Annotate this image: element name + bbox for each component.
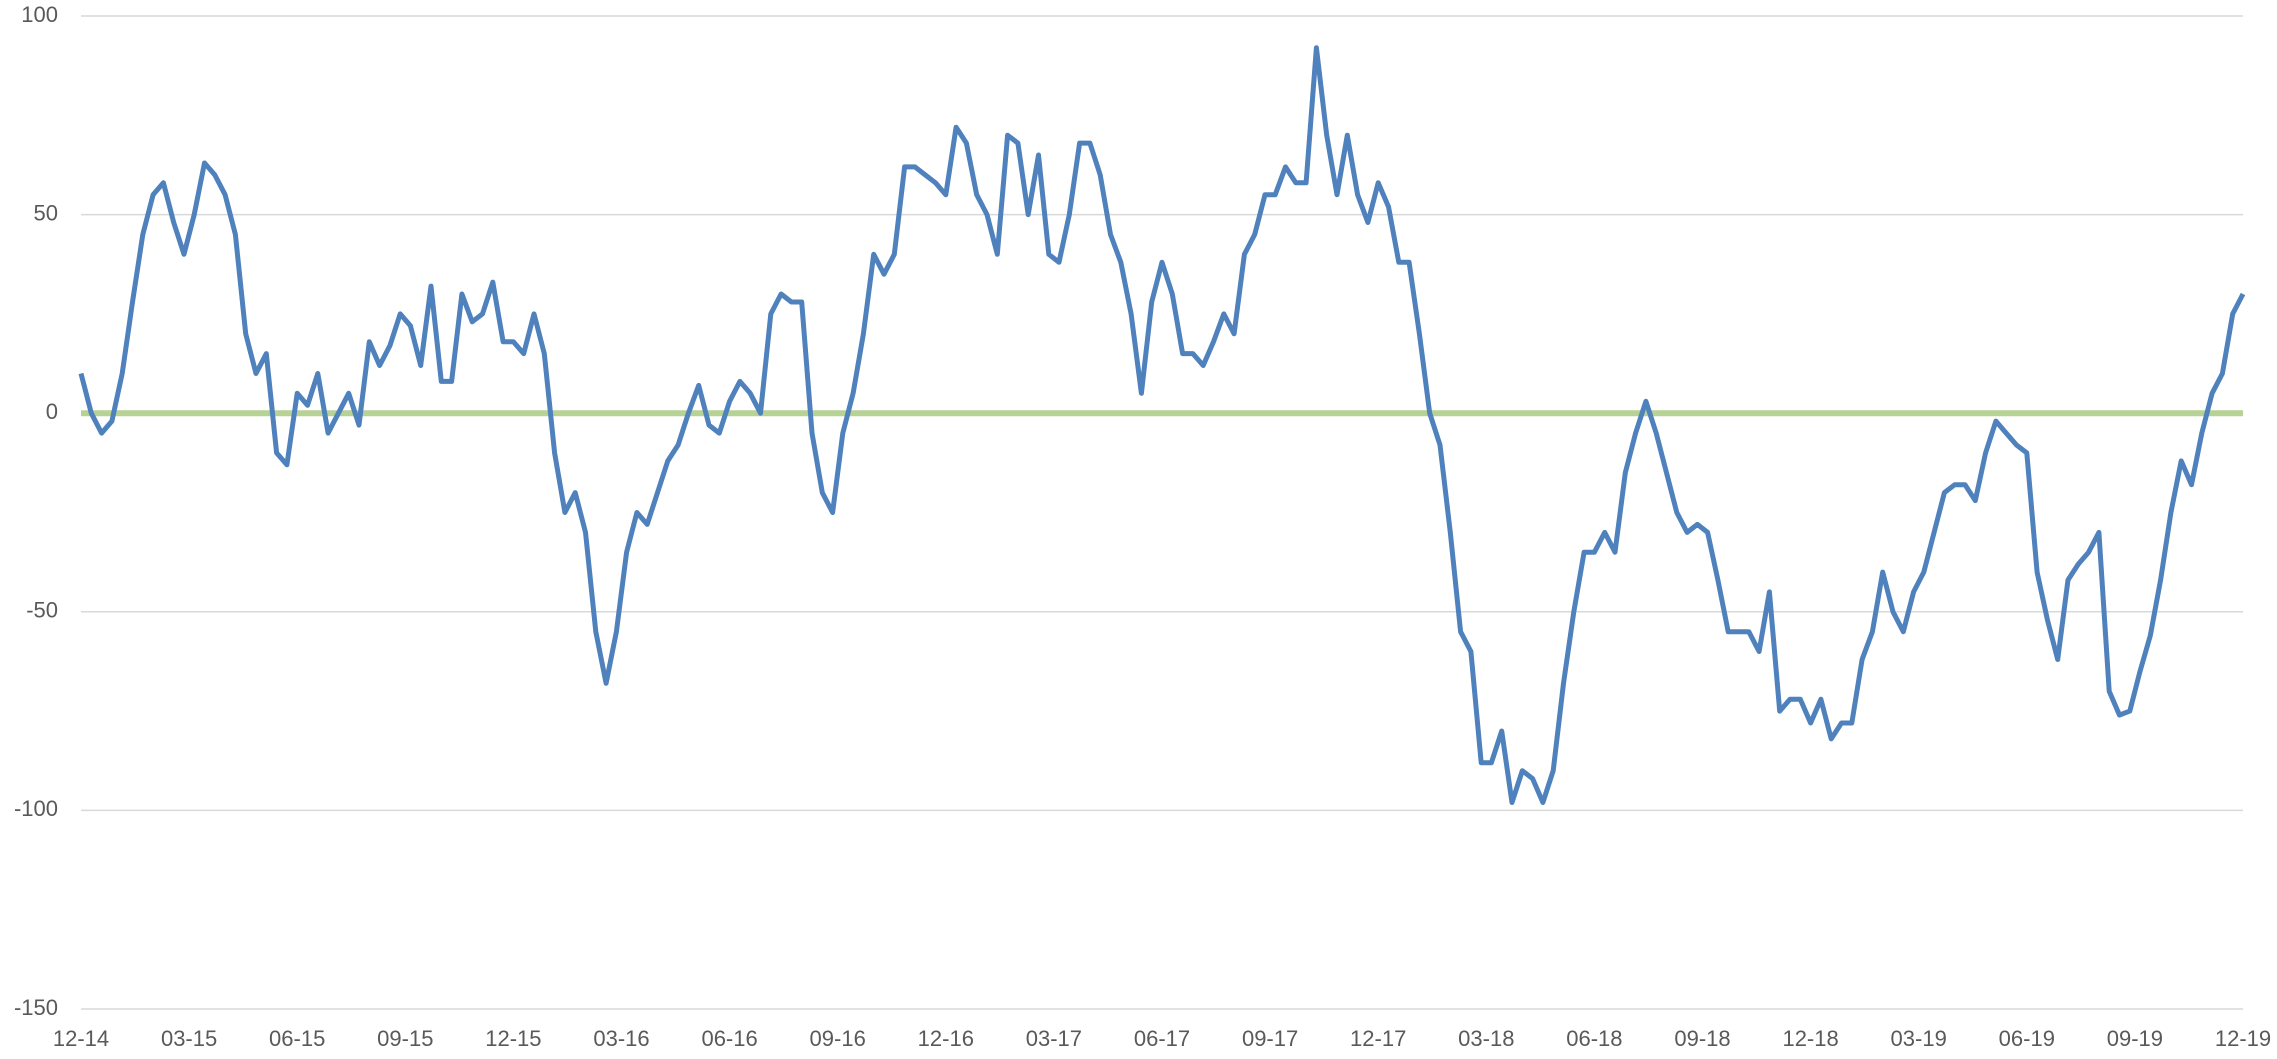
- x-tick-label: 09-15: [377, 1026, 433, 1051]
- x-tick-label: 03-18: [1458, 1026, 1514, 1051]
- x-tick-label: 12-15: [485, 1026, 541, 1051]
- y-tick-label: -50: [26, 598, 58, 623]
- y-tick-label: 0: [46, 399, 58, 424]
- x-tick-label: 03-17: [1026, 1026, 1082, 1051]
- x-tick-label: 12-19: [2215, 1026, 2271, 1051]
- x-tick-label: 06-15: [269, 1026, 325, 1051]
- x-tick-label: 06-19: [1999, 1026, 2055, 1051]
- x-tick-label: 12-14: [53, 1026, 109, 1051]
- x-tick-label: 06-17: [1134, 1026, 1190, 1051]
- x-tick-label: 12-18: [1782, 1026, 1838, 1051]
- x-tick-label: 09-17: [1242, 1026, 1298, 1051]
- x-tick-label: 12-16: [918, 1026, 974, 1051]
- x-tick-label: 12-17: [1350, 1026, 1406, 1051]
- x-tick-label: 06-16: [701, 1026, 757, 1051]
- y-tick-label: -100: [14, 796, 58, 821]
- y-tick-label: 50: [34, 200, 58, 225]
- x-tick-label: 03-15: [161, 1026, 217, 1051]
- x-tick-label: 09-19: [2107, 1026, 2163, 1051]
- y-tick-label: -150: [14, 995, 58, 1020]
- x-tick-label: 03-16: [593, 1026, 649, 1051]
- x-tick-label: 03-19: [1891, 1026, 1947, 1051]
- x-tick-label: 09-16: [810, 1026, 866, 1051]
- data-line: [78, 45, 2246, 805]
- x-tick-label: 06-18: [1566, 1026, 1622, 1051]
- y-tick-label: 100: [21, 2, 58, 27]
- x-tick-label: 09-18: [1674, 1026, 1730, 1051]
